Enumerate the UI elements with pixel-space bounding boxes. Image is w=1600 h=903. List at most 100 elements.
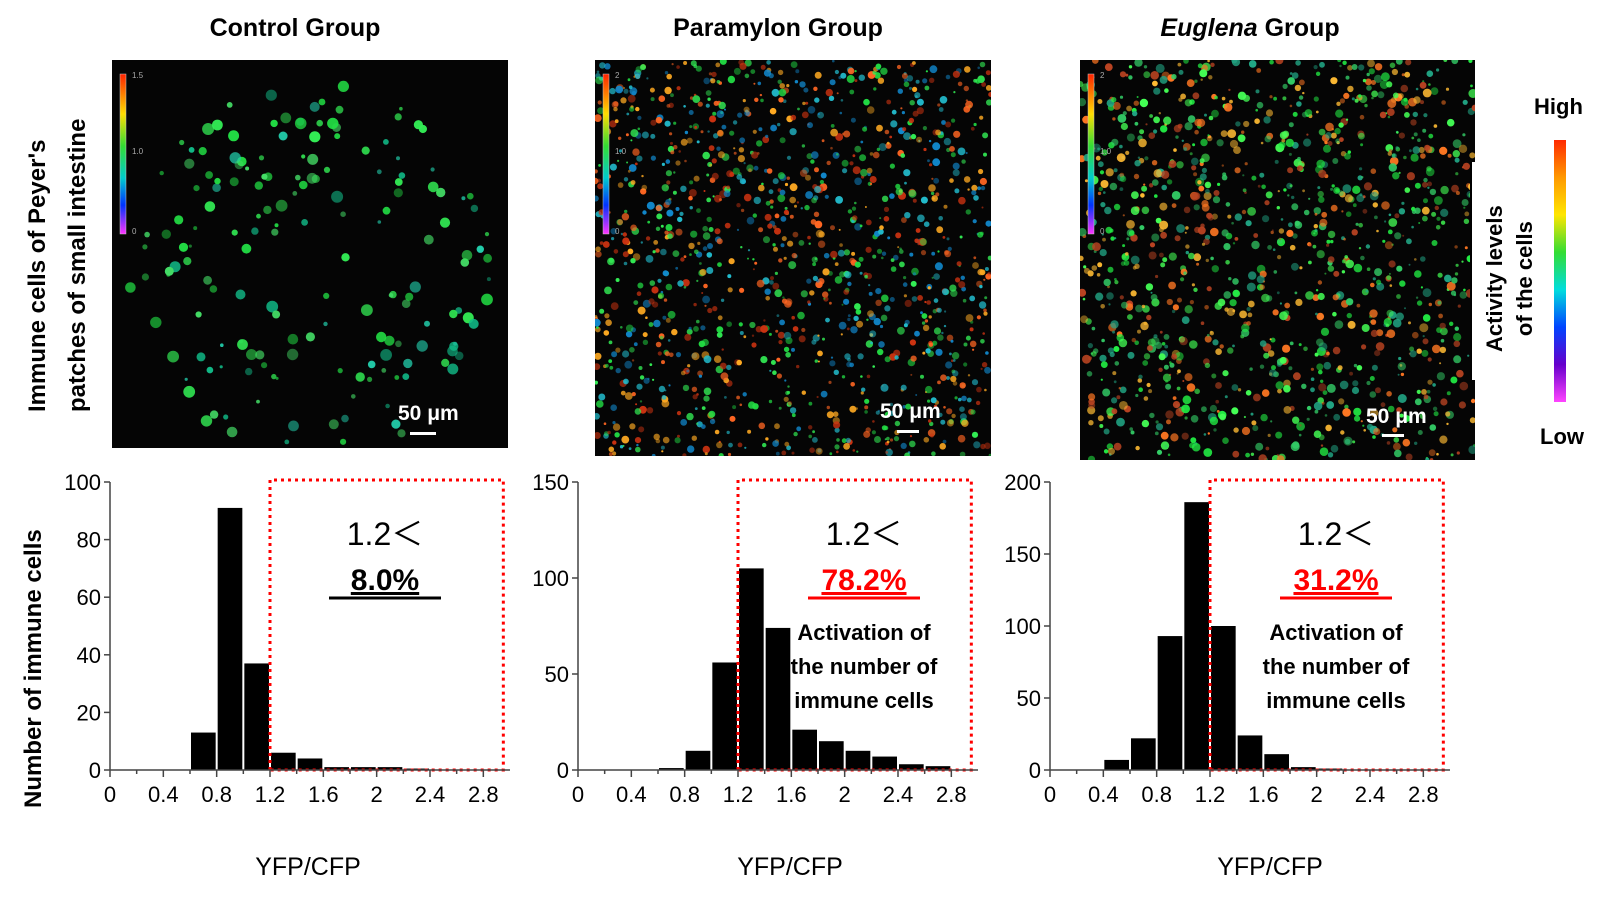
cell-dot xyxy=(1302,91,1305,95)
cell-dot xyxy=(1324,272,1327,275)
cell-dot xyxy=(787,240,794,247)
cell-dot xyxy=(461,196,466,201)
threshold-label: 1.2＜ xyxy=(347,516,424,552)
cell-dot xyxy=(774,289,783,298)
cell-dot xyxy=(1431,211,1437,217)
cell-dot xyxy=(829,301,832,305)
cell-dot xyxy=(683,61,688,65)
cell-dot xyxy=(800,207,803,210)
cell-dot xyxy=(340,211,346,217)
cell-dot xyxy=(1453,340,1461,348)
cell-dot xyxy=(1160,231,1167,239)
cell-dot xyxy=(335,105,344,114)
cell-dot xyxy=(918,139,921,142)
cell-dot xyxy=(932,158,941,167)
cell-dot xyxy=(1355,222,1359,226)
cell-dot xyxy=(830,356,834,359)
cell-dot xyxy=(619,149,623,153)
cell-dot xyxy=(1306,405,1312,411)
cell-dot xyxy=(1396,265,1403,272)
cell-dot xyxy=(624,360,633,369)
cell-dot xyxy=(382,206,391,215)
cell-dot xyxy=(1451,184,1459,193)
cell-dot xyxy=(1116,153,1126,163)
cell-dot xyxy=(1402,234,1405,237)
cell-dot xyxy=(772,243,776,247)
cell-dot xyxy=(403,358,413,369)
cell-dot xyxy=(980,231,984,236)
cell-dot xyxy=(1356,365,1363,371)
cell-dot xyxy=(1342,60,1347,65)
cell-dot xyxy=(978,301,987,309)
cell-dot xyxy=(1139,129,1145,135)
cell-dot xyxy=(1420,286,1423,289)
cell-dot xyxy=(950,375,957,383)
cell-dot xyxy=(801,144,806,148)
cell-dot xyxy=(661,450,664,453)
cell-dot xyxy=(854,201,857,205)
cell-dot xyxy=(836,450,839,454)
cell-dot xyxy=(1091,326,1096,331)
cell-dot xyxy=(1272,248,1276,251)
cell-dot xyxy=(957,147,966,156)
cell-dot xyxy=(620,97,627,104)
cell-dot xyxy=(950,289,958,297)
cell-dot xyxy=(1371,96,1374,100)
cell-dot xyxy=(1316,312,1325,321)
cell-dot xyxy=(777,79,782,84)
cell-dot xyxy=(804,204,810,211)
cell-dot xyxy=(649,87,655,93)
cell-dot xyxy=(981,82,986,87)
cell-dot xyxy=(720,372,729,381)
cell-dot xyxy=(621,213,630,221)
cell-dot xyxy=(604,286,612,295)
cell-dot xyxy=(1177,369,1181,374)
cell-dot xyxy=(1231,221,1234,225)
cell-dot xyxy=(1273,96,1277,101)
cell-dot xyxy=(599,62,606,69)
cell-dot xyxy=(1388,213,1392,217)
cell-dot xyxy=(951,118,956,123)
cell-dot xyxy=(689,206,693,210)
cell-dot xyxy=(886,99,892,105)
cell-dot xyxy=(608,359,613,363)
cell-dot xyxy=(1122,214,1125,217)
cell-dot xyxy=(1143,353,1151,360)
cell-dot xyxy=(864,410,868,414)
cell-dot xyxy=(388,292,394,298)
cell-dot xyxy=(1354,98,1359,103)
cell-dot xyxy=(427,181,439,193)
cell-dot xyxy=(1281,138,1286,143)
cell-dot xyxy=(1283,406,1292,414)
cell-dot xyxy=(1119,187,1124,191)
scale-bar-label: 50 μm xyxy=(398,402,459,425)
cell-dot xyxy=(1113,442,1122,451)
cell-dot xyxy=(666,180,671,185)
cell-dot xyxy=(843,249,850,256)
cell-dot xyxy=(751,151,759,159)
cell-dot xyxy=(1419,81,1427,89)
cell-dot xyxy=(923,437,930,443)
cell-dot xyxy=(1227,347,1234,354)
cell-dot xyxy=(634,408,642,415)
cell-dot xyxy=(932,340,938,346)
cell-dot xyxy=(928,139,932,143)
cell-dot xyxy=(1470,84,1473,88)
cell-dot xyxy=(1354,415,1361,422)
cell-dot xyxy=(672,250,680,257)
cell-dot xyxy=(1155,63,1165,73)
cell-dot xyxy=(779,83,785,89)
cell-dot xyxy=(1408,263,1411,266)
cell-dot xyxy=(1204,113,1207,117)
cell-dot xyxy=(226,102,233,108)
cell-dot xyxy=(1420,256,1426,262)
cell-dot xyxy=(942,288,949,296)
cell-dot xyxy=(1160,170,1170,179)
cell-dot xyxy=(852,449,856,452)
cell-dot xyxy=(1318,196,1325,203)
cell-dot xyxy=(1223,291,1232,299)
cell-dot xyxy=(881,294,889,303)
cell-dot xyxy=(1416,389,1421,394)
cell-dot xyxy=(609,87,616,95)
cell-dot xyxy=(853,315,859,322)
